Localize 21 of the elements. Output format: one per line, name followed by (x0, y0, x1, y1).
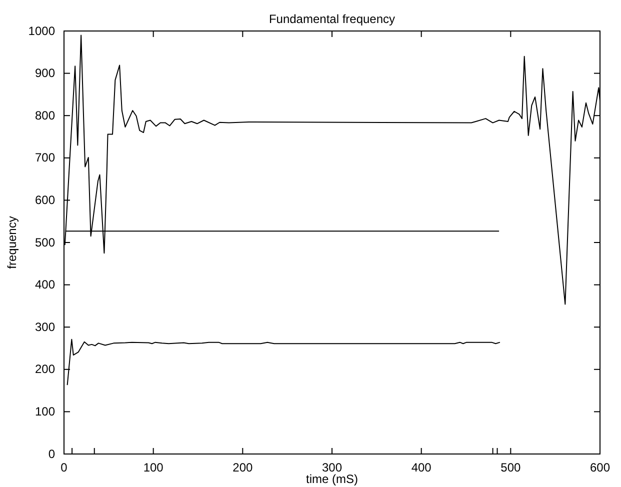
x-tick-label: 300 (322, 460, 342, 475)
x-tick-label: 100 (143, 460, 164, 475)
y-tick-label: 100 (34, 404, 56, 419)
y-tick-label: 0 (48, 446, 56, 461)
y-tick-label: 900 (34, 66, 56, 80)
y-tick-label: 300 (34, 320, 56, 334)
y-tick-label: 200 (34, 362, 56, 376)
x-axis-title: time (mS) (306, 472, 358, 486)
y-tick-label: 400 (34, 278, 56, 292)
x-tick-label: 200 (232, 460, 253, 475)
x-tick-label: 400 (411, 460, 432, 475)
y-tick-label: 1000 (28, 24, 56, 38)
y-tick-label: 700 (34, 150, 56, 165)
y-axis-title: frequency (5, 216, 19, 269)
chart-title: Fundamental frequency (268, 12, 396, 26)
y-tick-label: 500 (34, 235, 56, 250)
y-tick-label: 600 (34, 193, 56, 208)
x-tick-label: 600 (590, 460, 610, 475)
x-tick-label: 0 (60, 460, 68, 475)
y-tick-label: 800 (34, 108, 56, 122)
x-tick-label: 500 (500, 460, 521, 475)
